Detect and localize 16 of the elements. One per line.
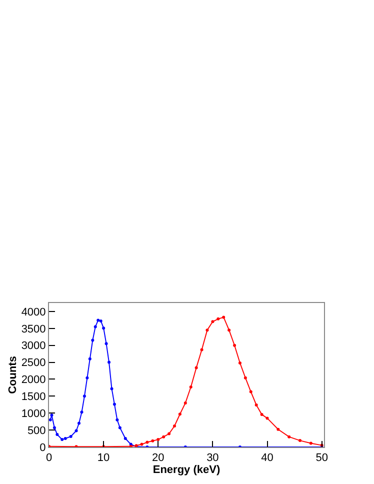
x-tick-label: 40 [261, 452, 274, 464]
x-tick-label: 10 [97, 452, 110, 464]
y-tick-label: 1500 [21, 391, 46, 404]
x-axis-title: Energy (keV) [152, 464, 220, 476]
x-tick-label: 30 [206, 452, 219, 464]
y-axis-title: Counts [6, 356, 19, 394]
y-tick-label: 2500 [21, 357, 46, 370]
y-tick-label: 0 [40, 442, 46, 454]
x-tick-label: 50 [316, 452, 328, 464]
y-tick-label: 500 [27, 424, 46, 437]
y-tick-label: 3500 [21, 323, 46, 336]
y-tick-label: 3000 [21, 340, 46, 352]
y-tick-label: 1000 [21, 408, 46, 420]
y-tick-label: 4000 [21, 306, 46, 318]
y-tick-label: 2000 [21, 374, 46, 386]
x-tick-label: 20 [152, 452, 164, 464]
